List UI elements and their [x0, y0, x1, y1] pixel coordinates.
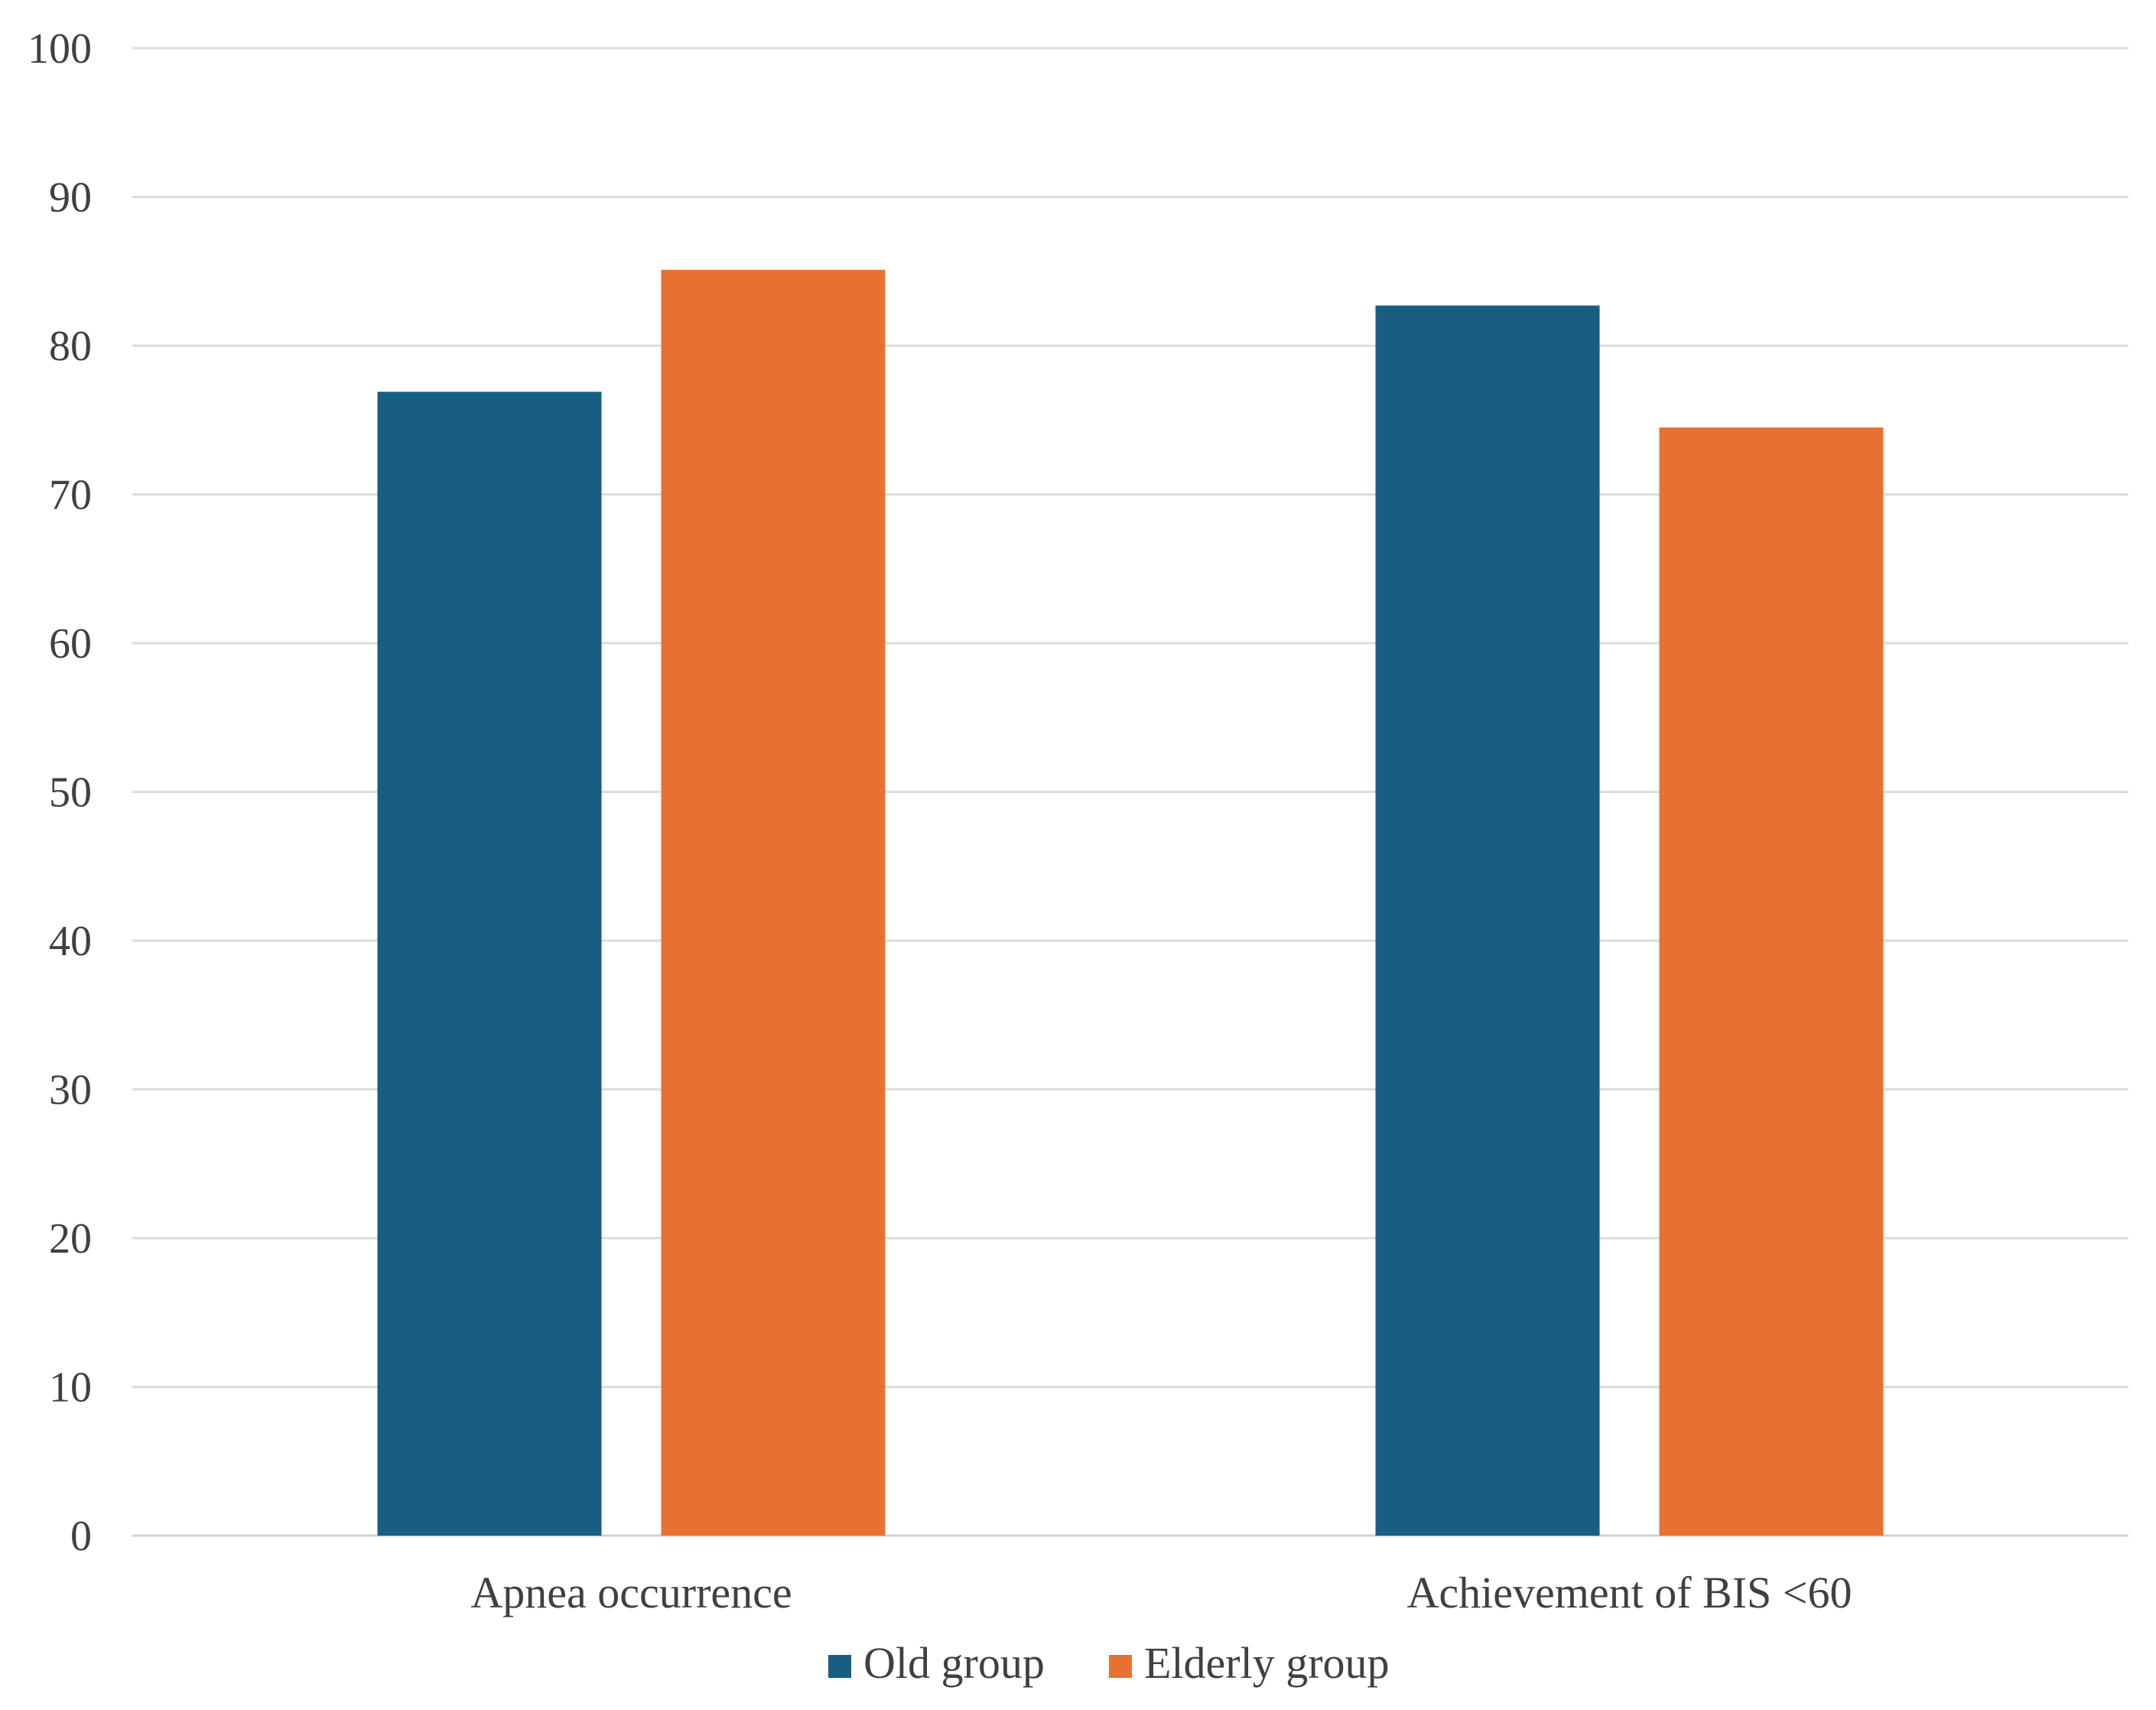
- y-tick-label: 100: [28, 25, 92, 73]
- category-label: Achievement of BIS <60: [1407, 1568, 1852, 1617]
- y-tick-label: 40: [49, 918, 92, 965]
- bar-elderly-group: [1659, 427, 1884, 1536]
- y-tick-label: 70: [49, 472, 92, 519]
- y-tick-label: 90: [49, 174, 92, 222]
- bar-old-group: [1375, 305, 1600, 1536]
- y-tick-label: 60: [49, 620, 92, 668]
- y-tick-label: 20: [49, 1215, 92, 1263]
- category-label: Apnea occurrence: [470, 1568, 792, 1617]
- bar-old-group: [377, 392, 602, 1536]
- x-axis-category-labels: Apnea occurrence Achievement of BIS <60: [470, 1568, 1852, 1617]
- legend-label: Elderly group: [1144, 1638, 1390, 1688]
- legend-label: Old group: [863, 1638, 1045, 1688]
- y-tick-label: 30: [49, 1067, 92, 1114]
- legend: Old group Elderly group: [828, 1638, 1390, 1688]
- legend-swatch: [1109, 1655, 1132, 1678]
- legend-swatch: [828, 1655, 851, 1678]
- y-tick-label: 80: [49, 323, 92, 370]
- y-tick-label: 50: [49, 769, 92, 817]
- y-tick-label: 10: [49, 1364, 92, 1412]
- bars: [377, 269, 1884, 1536]
- y-axis-tick-labels: 0 10 20 30 40 50 60 70 80 90 100: [28, 25, 92, 1560]
- y-tick-label: 0: [70, 1513, 92, 1560]
- bar-elderly-group: [661, 269, 886, 1536]
